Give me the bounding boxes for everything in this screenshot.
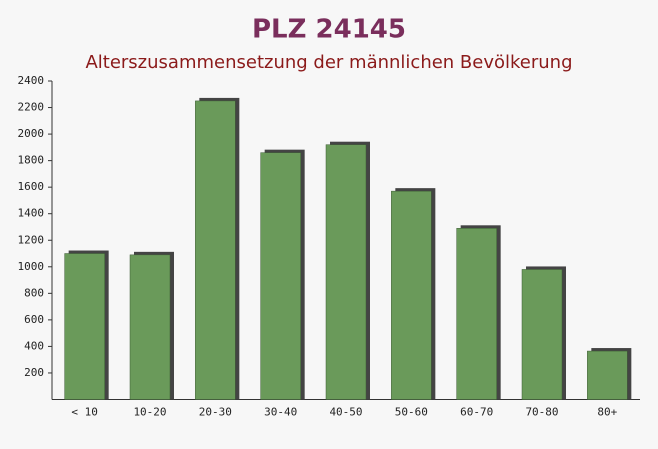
x-tick-label: 40-50	[329, 406, 362, 419]
bar	[521, 269, 563, 400]
x-tick-label: 70-80	[525, 406, 558, 419]
y-tick-label: 1400	[18, 207, 45, 220]
y-tick-label: 1000	[18, 260, 45, 273]
x-tick-label: 80+	[597, 406, 617, 419]
x-tick-label: 60-70	[460, 406, 493, 419]
x-tick-label: 50-60	[395, 406, 428, 419]
bar	[129, 254, 171, 400]
x-tick-label: 30-40	[264, 406, 297, 419]
bar	[260, 152, 301, 400]
y-tick-label: 800	[24, 286, 44, 299]
y-tick-label: 2200	[18, 101, 45, 114]
x-tick-label: 20-30	[199, 406, 232, 419]
y-tick-label: 1200	[18, 233, 45, 246]
bar	[456, 228, 497, 400]
y-tick-label: 2000	[18, 127, 45, 140]
y-tick-label: 1800	[18, 154, 45, 167]
bar	[195, 100, 236, 400]
y-tick-label: 400	[24, 339, 44, 352]
chart-subtitle: Alterszusammensetzung der männlichen Bev…	[85, 52, 572, 73]
y-tick-label: 600	[24, 313, 44, 326]
y-tick-label: 1600	[18, 180, 45, 193]
chart-title: PLZ 24145	[252, 15, 406, 45]
x-tick-label: < 10	[71, 406, 98, 419]
bar	[391, 190, 432, 400]
y-tick-label: 2400	[18, 74, 45, 87]
bar	[64, 253, 105, 400]
bar	[325, 144, 367, 400]
bar	[587, 350, 628, 400]
y-tick-label: 200	[24, 366, 44, 379]
x-tick-label: 10-20	[133, 406, 166, 419]
